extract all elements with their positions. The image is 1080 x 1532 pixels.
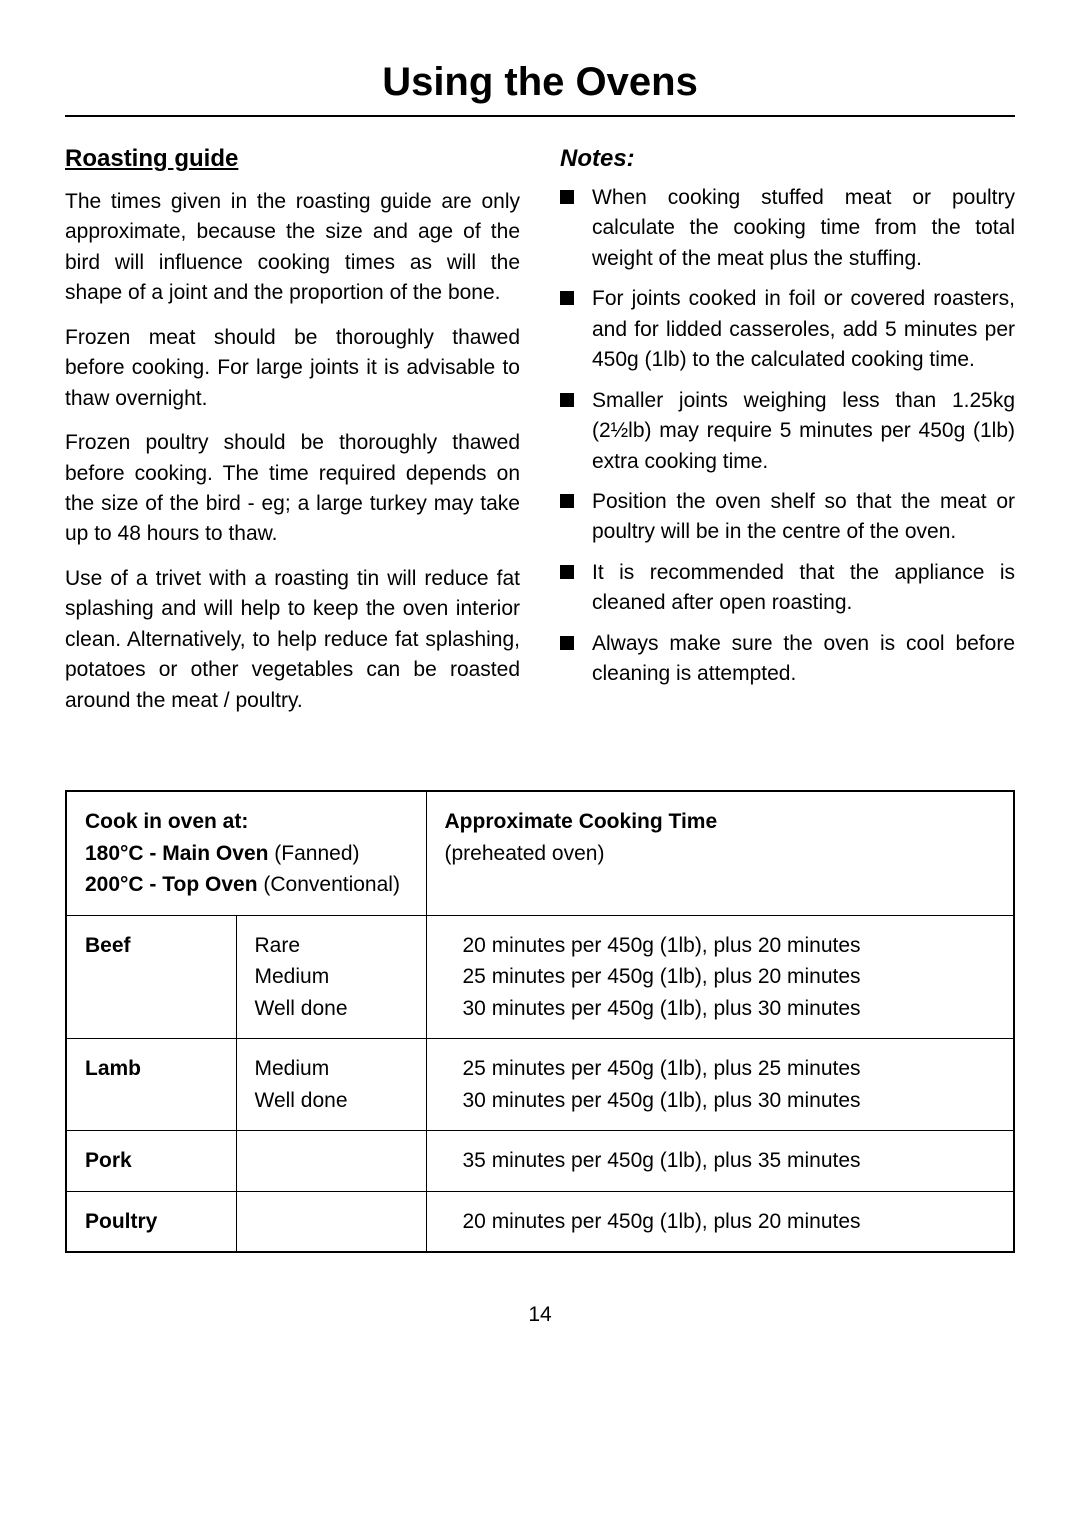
time-cell: 35 minutes per 450g (1lb), plus 35 minut… bbox=[426, 1131, 1014, 1192]
meat-cell: Pork bbox=[66, 1131, 236, 1192]
doneness-cell bbox=[236, 1191, 426, 1252]
table-row: Lamb MediumWell done 25 minutes per 450g… bbox=[66, 1039, 1014, 1131]
meat-cell: Lamb bbox=[66, 1039, 236, 1131]
right-column: Notes: When cooking stuffed meat or poul… bbox=[560, 145, 1015, 730]
page-title: Using the Ovens bbox=[65, 60, 1015, 117]
square-bullet-icon bbox=[560, 636, 574, 650]
note-text: Always make sure the oven is cool before… bbox=[592, 629, 1015, 690]
doneness-cell: MediumWell done bbox=[236, 1039, 426, 1131]
doneness-cell: RareMediumWell done bbox=[236, 915, 426, 1039]
note-text: Smaller joints weighing less than 1.25kg… bbox=[592, 386, 1015, 477]
header-line-light: (preheated oven) bbox=[445, 842, 605, 865]
time-cell: 25 minutes per 450g (1lb), plus 25 minut… bbox=[426, 1039, 1014, 1131]
table-row: Pork 35 minutes per 450g (1lb), plus 35 … bbox=[66, 1131, 1014, 1192]
para-4: Use of a trivet with a roasting tin will… bbox=[65, 564, 520, 716]
time-cell: 20 minutes per 450g (1lb), plus 20 minut… bbox=[426, 915, 1014, 1039]
note-text: When cooking stuffed meat or poultry cal… bbox=[592, 183, 1015, 274]
square-bullet-icon bbox=[560, 291, 574, 305]
header-cell-cooking-time: Approximate Cooking Time (preheated oven… bbox=[426, 791, 1014, 915]
two-column-layout: Roasting guide The times given in the ro… bbox=[65, 145, 1015, 730]
note-text: For joints cooked in foil or covered roa… bbox=[592, 284, 1015, 375]
square-bullet-icon bbox=[560, 565, 574, 579]
header-line: 180°C - Main Oven bbox=[85, 842, 268, 865]
para-2: Frozen meat should be thoroughly thawed … bbox=[65, 323, 520, 414]
meat-cell: Poultry bbox=[66, 1191, 236, 1252]
note-item: Smaller joints weighing less than 1.25kg… bbox=[560, 386, 1015, 477]
square-bullet-icon bbox=[560, 494, 574, 508]
roasting-table: Cook in oven at: 180°C - Main Oven (Fann… bbox=[65, 790, 1015, 1253]
roasting-guide-heading: Roasting guide bbox=[65, 145, 520, 173]
table-header-row: Cook in oven at: 180°C - Main Oven (Fann… bbox=[66, 791, 1014, 915]
note-item: When cooking stuffed meat or poultry cal… bbox=[560, 183, 1015, 274]
notes-heading: Notes: bbox=[560, 145, 1015, 173]
header-line: Approximate Cooking Time bbox=[445, 810, 718, 833]
notes-list: When cooking stuffed meat or poultry cal… bbox=[560, 183, 1015, 690]
table-row: Beef RareMediumWell done 20 minutes per … bbox=[66, 915, 1014, 1039]
note-text: It is recommended that the appliance is … bbox=[592, 558, 1015, 619]
time-cell: 20 minutes per 450g (1lb), plus 20 minut… bbox=[426, 1191, 1014, 1252]
para-1: The times given in the roasting guide ar… bbox=[65, 187, 520, 309]
header-line: Cook in oven at: bbox=[85, 810, 248, 833]
note-text: Position the oven shelf so that the meat… bbox=[592, 487, 1015, 548]
header-line-light: (Conventional) bbox=[258, 873, 400, 896]
para-3: Frozen poultry should be thoroughly thaw… bbox=[65, 428, 520, 550]
note-item: It is recommended that the appliance is … bbox=[560, 558, 1015, 619]
page-number: 14 bbox=[65, 1303, 1015, 1327]
left-column: Roasting guide The times given in the ro… bbox=[65, 145, 520, 730]
doneness-cell bbox=[236, 1131, 426, 1192]
square-bullet-icon bbox=[560, 190, 574, 204]
note-item: For joints cooked in foil or covered roa… bbox=[560, 284, 1015, 375]
table-row: Poultry 20 minutes per 450g (1lb), plus … bbox=[66, 1191, 1014, 1252]
header-line-light: (Fanned) bbox=[268, 842, 359, 865]
header-line: 200°C - Top Oven bbox=[85, 873, 258, 896]
note-item: Always make sure the oven is cool before… bbox=[560, 629, 1015, 690]
square-bullet-icon bbox=[560, 393, 574, 407]
meat-cell: Beef bbox=[66, 915, 236, 1039]
note-item: Position the oven shelf so that the meat… bbox=[560, 487, 1015, 548]
header-cell-cook-at: Cook in oven at: 180°C - Main Oven (Fann… bbox=[66, 791, 426, 915]
